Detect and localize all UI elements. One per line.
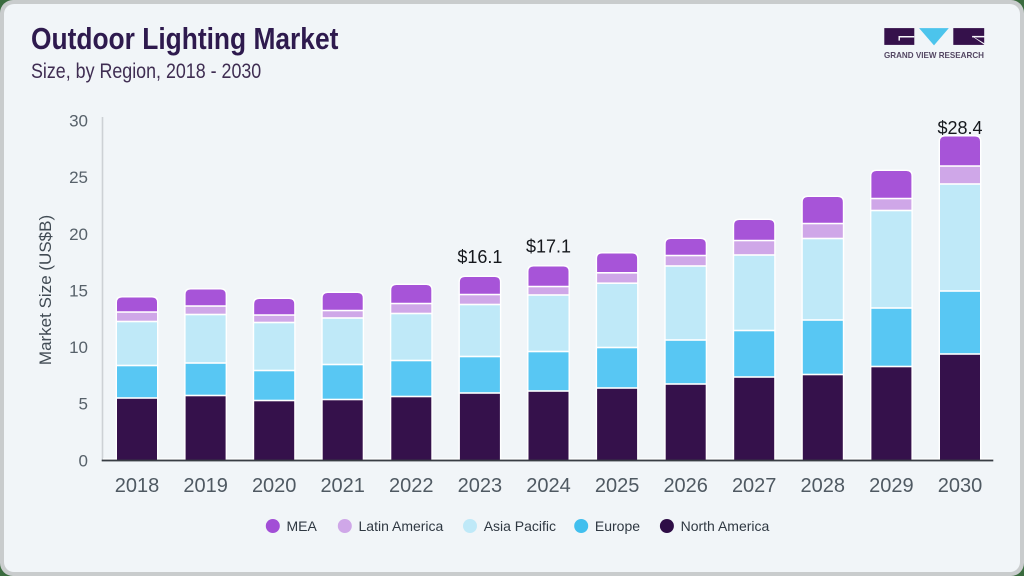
svg-text:2019: 2019 — [183, 475, 228, 497]
svg-text:2018: 2018 — [115, 475, 160, 497]
svg-text:$16.1: $16.1 — [457, 247, 502, 267]
svg-text:MEA: MEA — [287, 518, 318, 534]
svg-text:5: 5 — [79, 395, 88, 414]
svg-text:0: 0 — [79, 451, 88, 470]
svg-text:2024: 2024 — [526, 475, 571, 497]
svg-text:2025: 2025 — [595, 475, 640, 497]
svg-text:10: 10 — [69, 338, 88, 357]
svg-text:2026: 2026 — [663, 475, 708, 497]
svg-text:2028: 2028 — [801, 475, 846, 497]
svg-text:25: 25 — [69, 168, 88, 187]
svg-text:30: 30 — [69, 112, 88, 131]
svg-text:Europe: Europe — [595, 518, 640, 534]
svg-text:15: 15 — [69, 281, 88, 300]
svg-text:Asia Pacific: Asia Pacific — [484, 518, 556, 534]
svg-text:GRAND VIEW RESEARCH: GRAND VIEW RESEARCH — [884, 51, 984, 60]
svg-text:Market Size (US$B): Market Size (US$B) — [36, 215, 55, 365]
svg-text:2022: 2022 — [389, 475, 434, 497]
svg-text:2027: 2027 — [732, 475, 777, 497]
svg-text:North America: North America — [681, 518, 770, 534]
svg-text:20: 20 — [69, 225, 88, 244]
svg-text:2021: 2021 — [320, 475, 365, 497]
svg-text:Latin America: Latin America — [359, 518, 444, 534]
svg-text:2020: 2020 — [252, 475, 297, 497]
svg-text:2030: 2030 — [938, 475, 983, 497]
svg-text:2029: 2029 — [869, 475, 914, 497]
svg-text:2023: 2023 — [458, 475, 503, 497]
svg-text:$28.4: $28.4 — [937, 118, 982, 138]
svg-text:$17.1: $17.1 — [526, 236, 571, 256]
